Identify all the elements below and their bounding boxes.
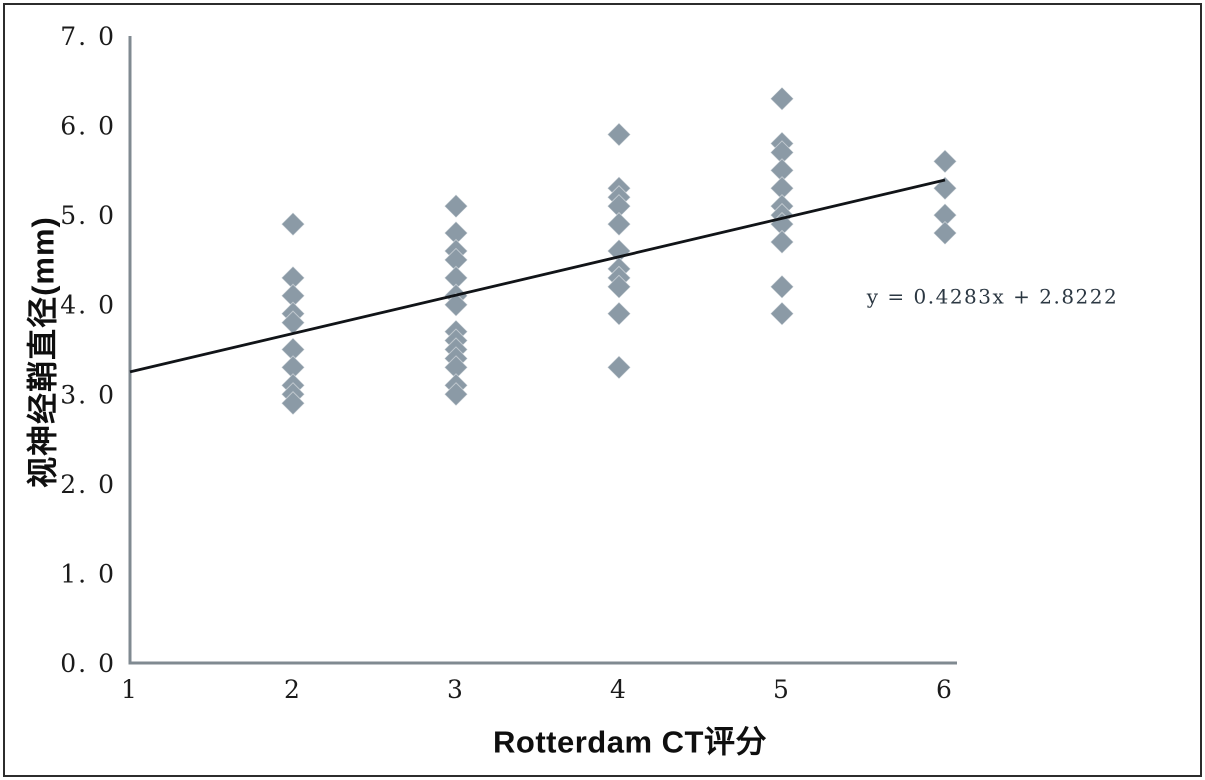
data-point	[606, 301, 632, 326]
data-point	[443, 292, 469, 317]
x-tick-label: 4	[610, 675, 628, 704]
trendline-equation: y = 0.4283x + 2.8222	[866, 285, 1118, 309]
data-point	[932, 176, 958, 201]
x-tick-label: 1	[121, 675, 139, 704]
x-tick-label: 5	[773, 675, 791, 704]
x-tick-label: 2	[284, 675, 302, 704]
y-tick-label: 4. 0	[60, 291, 116, 320]
data-point	[932, 149, 958, 174]
data-point	[280, 391, 306, 416]
data-point	[769, 229, 795, 255]
y-tick-label: 3. 0	[60, 380, 116, 409]
data-point	[606, 274, 632, 300]
x-axis-title: Rotterdam CT评分	[493, 724, 767, 760]
data-point	[443, 193, 469, 219]
y-tick-label: 1. 0	[60, 559, 116, 588]
x-tick-label: 6	[936, 675, 954, 704]
data-point	[769, 301, 795, 326]
data-point	[769, 86, 795, 111]
y-tick-label: 0. 0	[60, 649, 116, 678]
trend-line	[129, 178, 946, 374]
data-point	[769, 274, 795, 300]
data-point	[606, 211, 632, 237]
data-point	[606, 355, 632, 380]
y-tick-label: 2. 0	[60, 470, 116, 499]
y-tick-label: 7. 0	[60, 22, 116, 51]
y-tick-label: 5. 0	[60, 201, 116, 230]
data-point	[932, 220, 958, 246]
data-point	[606, 122, 632, 147]
data-point	[443, 382, 469, 407]
y-axis-title: 视神经鞘直径(mm)	[25, 216, 61, 488]
y-tick-label: 6. 0	[60, 112, 116, 141]
data-point	[280, 211, 306, 237]
x-tick-label: 3	[447, 675, 465, 704]
